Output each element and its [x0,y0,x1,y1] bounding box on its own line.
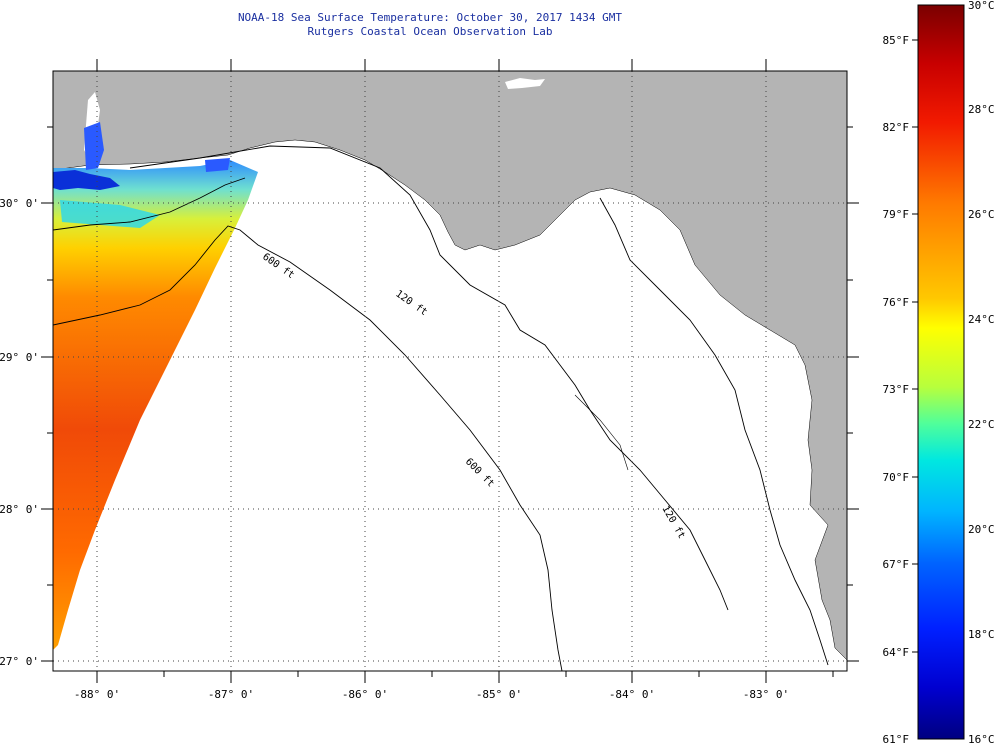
celsius-label-18: 18°C [968,628,995,641]
fahrenheit-label-64: 64°F [883,646,910,659]
fahrenheit-label-73: 73°F [883,383,910,396]
fahrenheit-label-79: 79°F [883,208,910,221]
sst-swath [53,160,258,650]
land-mass [53,71,847,661]
white-patch [505,78,545,89]
coastal-detail [574,394,629,471]
lon-label-86: -86° 0' [342,688,388,701]
contour-120ft-west [53,177,246,231]
bay-cold-patch [84,122,104,170]
fahrenheit-label-85: 85°F [883,34,910,47]
celsius-label-20: 20°C [968,523,995,536]
cold-water-patch [53,170,120,190]
map-frame [52,70,848,672]
fahrenheit-ticks [912,39,918,653]
celsius-label-16: 16°C [968,733,995,746]
celsius-scale: 30°C 28°C 26°C 24°C 22°C 20°C 18°C 16°C [968,0,995,746]
lon-label-87: -87° 0' [208,688,254,701]
fahrenheit-scale: 85°F 82°F 79°F 76°F 73°F 70°F 67°F 64°F … [883,34,910,746]
lon-label-83: -83° 0' [743,688,789,701]
celsius-label-22: 22°C [968,418,995,431]
lon-label-85: -85° 0' [476,688,522,701]
lon-label-88: -88° 0' [74,688,120,701]
color-scale-bar [917,4,965,740]
tick-marks [41,59,859,683]
map-title: NOAA-18 Sea Surface Temperature: October… [237,11,623,24]
fahrenheit-label-70: 70°F [883,471,910,484]
contour-600ft-east [599,197,829,666]
fahrenheit-label-82: 82°F [883,121,910,134]
celsius-label-28: 28°C [968,103,995,116]
lat-label-28: 28° 0' [0,503,39,516]
contour-600ft-west [53,225,563,671]
cold-patch-east [205,158,230,172]
celsius-label-24: 24°C [968,313,995,326]
lat-label-29: 29° 0' [0,351,39,364]
fahrenheit-label-61: 61°F [883,733,910,746]
map-subtitle: Rutgers Coastal Ocean Observation Lab [307,25,553,38]
lon-label-84: -84° 0' [609,688,655,701]
graticule [53,71,847,671]
celsius-label-26: 26°C [968,208,995,221]
lat-label-27: 27° 0' [0,655,39,668]
contour-120ft-east [129,145,729,611]
celsius-label-30: 30°C [968,0,995,12]
fahrenheit-label-76: 76°F [883,296,910,309]
lat-label-30: 30° 0' [0,197,39,210]
fahrenheit-label-67: 67°F [883,558,910,571]
